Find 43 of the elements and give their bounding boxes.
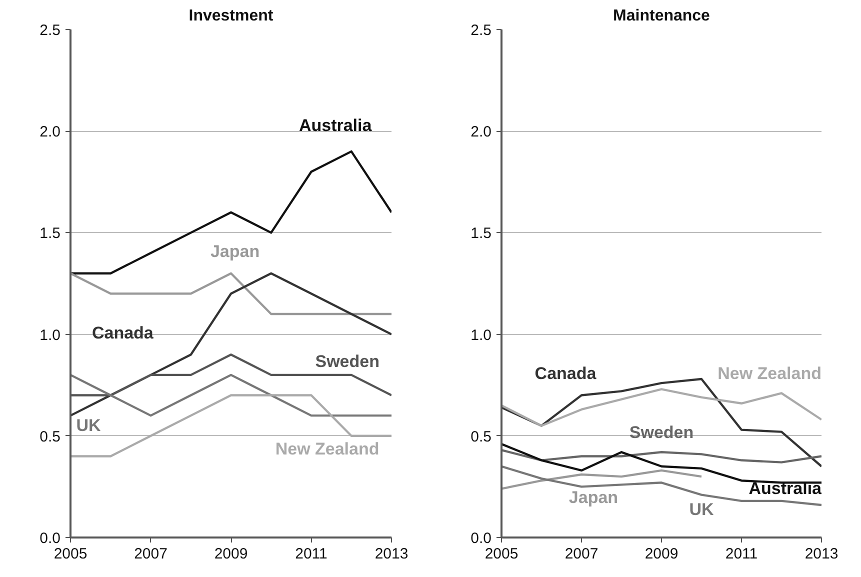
series-label: Sweden: [315, 352, 380, 371]
line-series: [502, 449, 822, 464]
y-tick-label: 0.0: [470, 530, 492, 547]
series-label: New Zealand: [718, 364, 822, 384]
y-tick-label: 0.5: [40, 428, 61, 446]
x-tick-label: 2011: [725, 546, 758, 562]
series-label: Japan: [568, 488, 618, 508]
y-tick-label: 0.0: [40, 530, 61, 547]
x-tick-label: 2007: [134, 546, 168, 562]
y-tick-label: 1.5: [470, 225, 492, 242]
x-tick-label: 2013: [374, 546, 408, 562]
line-series: [502, 469, 703, 490]
line-series: [502, 378, 822, 468]
x-tick-label: 2011: [295, 546, 328, 562]
y-tick-label: 0.5: [470, 428, 492, 446]
y-tick-label: 2.5: [40, 22, 61, 39]
x-tick-label: 2009: [214, 546, 248, 562]
series-label: Canada: [92, 323, 154, 342]
series-label: Japan: [210, 242, 260, 262]
y-tick-label: 2.5: [470, 22, 492, 39]
y-tick-label: 1.0: [40, 326, 61, 344]
series-label: Sweden: [629, 422, 694, 442]
series-label: UK: [689, 500, 714, 520]
chart-title: Maintenance: [613, 8, 710, 24]
x-tick-label: 2005: [484, 546, 518, 562]
y-tick-label: 1.0: [470, 326, 492, 344]
x-tick-label: 2013: [804, 546, 838, 562]
series-label: UK: [76, 416, 102, 435]
chart-title: Investment: [188, 8, 274, 24]
series-label: Australia: [298, 116, 372, 136]
line-series: [502, 442, 822, 484]
line-series: [70, 150, 392, 274]
y-tick-label: 2.0: [470, 124, 492, 141]
x-tick-label: 2007: [564, 546, 598, 562]
y-tick-label: 1.5: [40, 225, 61, 242]
series-label: New Zealand: [275, 439, 380, 458]
y-tick-label: 2.0: [40, 124, 61, 141]
line-series: [502, 388, 822, 427]
series-label: Canada: [534, 364, 597, 384]
line-series: [70, 394, 392, 458]
series-label: Australia: [748, 478, 822, 498]
x-tick-label: 2005: [54, 546, 88, 562]
x-tick-label: 2009: [644, 546, 678, 562]
